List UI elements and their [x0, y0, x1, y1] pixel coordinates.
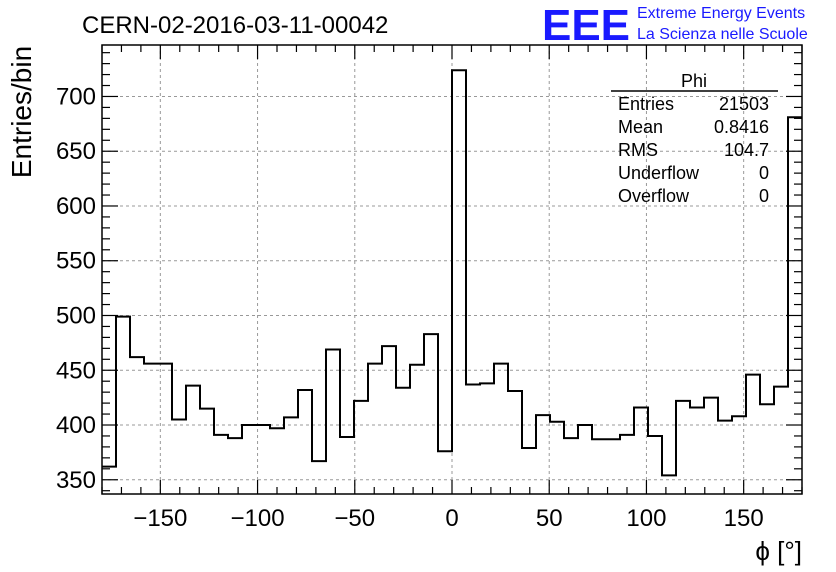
y-tick-label: 400	[56, 412, 96, 439]
logo-line-2: La Scienza nelle Scuole	[637, 26, 808, 43]
stats-label: Overflow	[618, 186, 690, 206]
eee-logo-mark: EEE	[542, 1, 630, 50]
stats-label: RMS	[618, 140, 658, 160]
y-tick-label: 350	[56, 467, 96, 494]
x-tick-label: −50	[334, 505, 375, 532]
y-tick-label: 650	[56, 138, 96, 165]
x-tick-label: 150	[724, 505, 764, 532]
y-tick-label: 450	[56, 357, 96, 384]
axis-ticks	[101, 45, 803, 494]
y-tick-labels: 350 400 450 500 550 600 650 700	[56, 83, 96, 493]
stats-rows: Entries 21503 Mean 0.8416 RMS 104.7 Underflow 0…	[618, 94, 769, 206]
stats-label: Mean	[618, 117, 663, 137]
x-tick-label: −100	[231, 505, 285, 532]
stats-title: Phi	[681, 71, 707, 91]
eee-logo: EEE Extreme Energy Events La Scienza nel…	[542, 1, 808, 50]
x-tick-label: 0	[445, 505, 458, 532]
y-tick-label: 700	[56, 83, 96, 110]
x-tick-label: −150	[133, 505, 187, 532]
y-tick-label: 550	[56, 248, 96, 275]
chart-title: CERN-02-2016-03-11-00042	[82, 12, 388, 39]
stats-value: 104.7	[724, 140, 769, 160]
histogram-outline	[102, 69, 802, 477]
stats-value: 0	[759, 186, 769, 206]
stats-label: Entries	[618, 94, 674, 114]
stats-value: 0	[759, 163, 769, 183]
stats-label: Underflow	[618, 163, 700, 183]
stats-box: Phi Entries 21503 Mean 0.8416 RMS 104.7 Underf…	[611, 71, 778, 206]
y-tick-label: 600	[56, 193, 96, 220]
y-tick-label: 500	[56, 302, 96, 329]
logo-line-1: Extreme Energy Events	[637, 5, 805, 22]
stats-value: 0.8416	[714, 117, 769, 137]
stats-value: 21503	[719, 94, 769, 114]
x-tick-label: 100	[626, 505, 666, 532]
y-axis-label: Entries/bin	[6, 46, 37, 178]
x-axis-label: ϕ [°]	[755, 536, 802, 566]
x-tick-label: 50	[536, 505, 563, 532]
x-tick-labels: −150 −100 −50 0 50 100 150	[133, 505, 763, 532]
